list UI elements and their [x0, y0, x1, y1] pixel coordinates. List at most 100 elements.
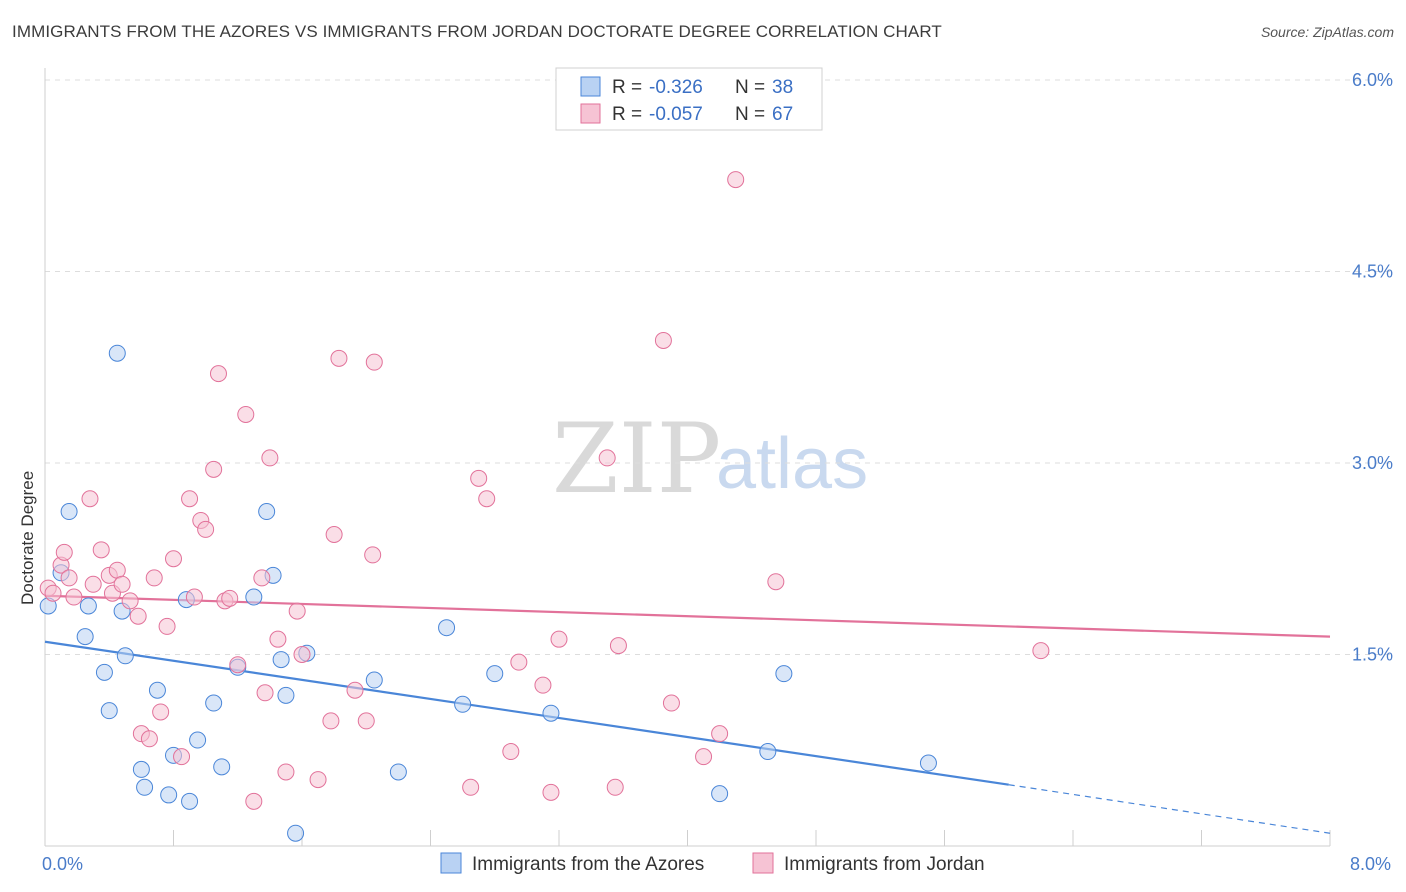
jordan-point-61 [695, 748, 713, 766]
jordan-point-25 [197, 520, 215, 538]
azores-point-26 [287, 824, 305, 842]
jordan-point-51 [510, 653, 528, 671]
chart-title: IMMIGRANTS FROM THE AZORES VS IMMIGRANTS… [12, 22, 942, 41]
jordan-point-39 [293, 646, 311, 663]
jordan-point-58 [609, 637, 627, 655]
legend-n-value-pink: 67 [772, 104, 793, 125]
series-legend-label-azores: Immigrants from the Azores [472, 854, 704, 875]
jordan-point-43 [330, 349, 348, 367]
jordan-point-55 [550, 630, 568, 648]
legend-r-value-blue: -0.326 [649, 77, 703, 98]
jordan-point-17 [145, 569, 163, 587]
jordan-point-21 [173, 748, 191, 766]
jordan-point-64 [767, 573, 785, 591]
watermark-atlas: atlas [716, 424, 868, 504]
azores-point-7 [108, 344, 126, 362]
series-legend: Immigrants from the Azores Immigrants fr… [440, 852, 985, 875]
series-legend-swatch-azores [440, 852, 462, 874]
azores-point-31 [454, 695, 472, 713]
jordan-point-49 [470, 469, 488, 487]
jordan-point-29 [221, 589, 239, 607]
jordan-point-41 [322, 712, 340, 730]
azores-trend-line [44, 640, 1009, 786]
trend-lines [44, 594, 1331, 834]
legend-n-label-blue: N = [735, 77, 765, 98]
azores-point-21 [245, 588, 263, 606]
series-legend-label-jordan: Immigrants from Jordan [784, 854, 985, 875]
watermark-zip: ZIP [552, 403, 721, 515]
azores-point-35 [759, 743, 777, 761]
azores-point-12 [148, 681, 166, 699]
azores-point-16 [181, 792, 199, 810]
jordan-point-16 [140, 730, 158, 748]
azores-point-2 [60, 503, 78, 521]
jordan-point-33 [253, 569, 271, 587]
azores-point-24 [272, 651, 290, 669]
jordan-point-4 [60, 569, 78, 587]
jordan-point-50 [478, 490, 496, 508]
azores-point-28 [365, 671, 383, 689]
legend-n-value-blue: 38 [772, 77, 793, 98]
jordan-point-18 [152, 703, 170, 721]
azores-point-18 [205, 694, 223, 712]
jordan-point-35 [261, 449, 279, 467]
jordan-point-62 [711, 725, 729, 743]
azores-point-10 [132, 760, 150, 778]
azores-point-36 [775, 665, 793, 683]
gridlines [45, 79, 1392, 655]
azores-point-3 [76, 628, 94, 646]
source-label: Source: ZipAtlas.com [1260, 24, 1394, 40]
jordan-point-6 [81, 490, 99, 508]
y-tick-labels: 1.5% 3.0% 4.5% 6.0% [1352, 70, 1393, 665]
jordan-point-23 [185, 588, 203, 606]
azores-point-9 [116, 647, 134, 665]
legend-r-label-blue: R = [612, 77, 642, 98]
x-tick-min: 0.0% [42, 854, 83, 874]
stats-legend: R = -0.326 N = 38 R = -0.057 N = 67 [555, 67, 823, 131]
x-tick-max: 8.0% [1350, 854, 1391, 874]
azores-trend-extension [1008, 784, 1331, 834]
azores-point-29 [389, 763, 407, 781]
azores-point-6 [100, 702, 118, 720]
jordan-point-5 [65, 588, 83, 606]
jordan-point-45 [357, 712, 375, 730]
legend-n-label-pink: N = [735, 104, 765, 125]
jordan-point-13 [121, 592, 139, 610]
watermark: ZIP atlas [552, 403, 868, 515]
jordan-point-54 [542, 783, 560, 801]
jordan-point-14 [129, 607, 147, 625]
azores-point-4 [79, 597, 97, 615]
jordan-point-38 [288, 602, 306, 620]
jordan-point-37 [277, 763, 295, 781]
jordan-point-32 [245, 792, 263, 810]
jordan-point-46 [364, 546, 382, 564]
jordan-point-47 [365, 353, 383, 371]
azores-point-22 [258, 503, 276, 521]
y-axis-label: Doctorate Degree [18, 471, 37, 605]
y-tick-label-1: 3.0% [1352, 453, 1393, 473]
jordan-point-31 [237, 405, 255, 423]
jordan-point-12 [113, 575, 131, 593]
jordan-point-40 [309, 771, 327, 789]
azores-point-13 [160, 786, 178, 804]
jordan-point-57 [606, 778, 624, 796]
jordan-point-60 [662, 694, 680, 712]
jordan-point-27 [209, 365, 227, 383]
jordan-point-52 [502, 743, 520, 761]
azores-point-33 [542, 704, 560, 722]
azores-point-34 [711, 785, 729, 803]
jordan-point-7 [84, 575, 102, 593]
azores-point-5 [95, 663, 113, 681]
legend-r-label-pink: R = [612, 104, 642, 125]
legend-swatch-blue [580, 76, 601, 97]
y-tick-label-2: 4.5% [1352, 262, 1393, 282]
jordan-trend-line [44, 594, 1331, 638]
jordan-point-8 [92, 541, 110, 559]
jordan-point-19 [158, 617, 176, 635]
azores-point-32 [486, 665, 504, 683]
jordan-point-36 [269, 630, 287, 648]
jordan-point-48 [462, 778, 480, 796]
jordan-point-34 [256, 684, 274, 702]
data-points [39, 171, 1050, 842]
